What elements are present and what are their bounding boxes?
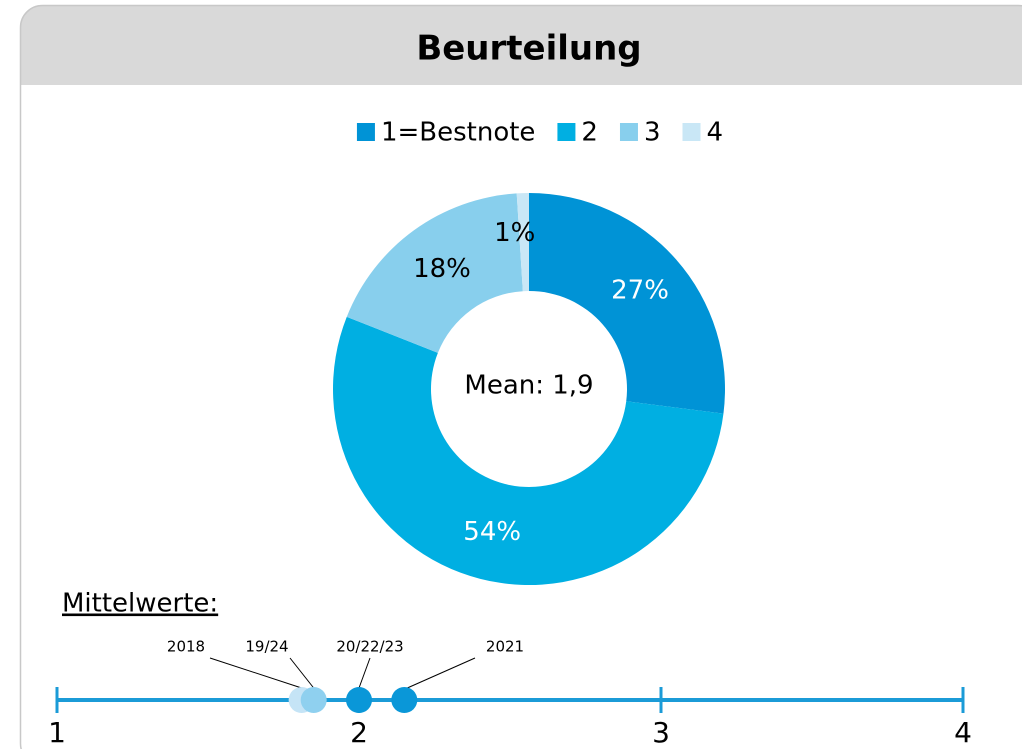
legend-swatch — [619, 123, 638, 141]
x-tick-label: 2 — [350, 716, 368, 749]
data-label: 54% — [463, 517, 521, 547]
donut-slice — [346, 193, 523, 353]
leader-line — [358, 657, 371, 689]
chart-title: Beurteilung — [416, 29, 641, 69]
card-header — [20, 5, 1022, 85]
data-label: 18% — [413, 254, 471, 284]
data-label: 27% — [611, 276, 669, 306]
leader-line — [209, 657, 302, 689]
legend-swatch — [557, 123, 576, 141]
leader-line — [289, 657, 315, 689]
point-label: 20/22/23 — [336, 638, 403, 656]
point-label: 2021 — [486, 638, 524, 656]
donut-slice — [529, 193, 725, 414]
mean-dot — [391, 687, 418, 713]
mean-dot — [300, 687, 327, 713]
point-label: 19/24 — [245, 638, 288, 656]
x-tick-label: 3 — [652, 716, 670, 749]
x-tick-label: 1 — [48, 716, 66, 749]
section-title: Mittelwerte: — [62, 589, 218, 619]
card-border — [19, 4, 1022, 749]
donut-slice — [516, 193, 529, 292]
card — [20, 5, 1022, 749]
center-label: Mean: 1,9 — [464, 371, 593, 401]
x-tick-label: 4 — [954, 716, 972, 749]
data-label: 1% — [494, 218, 535, 248]
legend-label: 2 — [581, 118, 598, 148]
point-label: 2018 — [167, 638, 205, 656]
legend-label: 3 — [644, 118, 661, 148]
leader-line — [407, 657, 476, 689]
legend-label: 4 — [707, 118, 724, 148]
donut-slice — [333, 316, 724, 585]
legend-label: 1=Bestnote — [381, 118, 535, 148]
legend-swatch — [682, 123, 701, 141]
card-bg — [20, 5, 1022, 749]
mean-dot — [346, 687, 372, 713]
legend-swatch — [356, 123, 375, 141]
